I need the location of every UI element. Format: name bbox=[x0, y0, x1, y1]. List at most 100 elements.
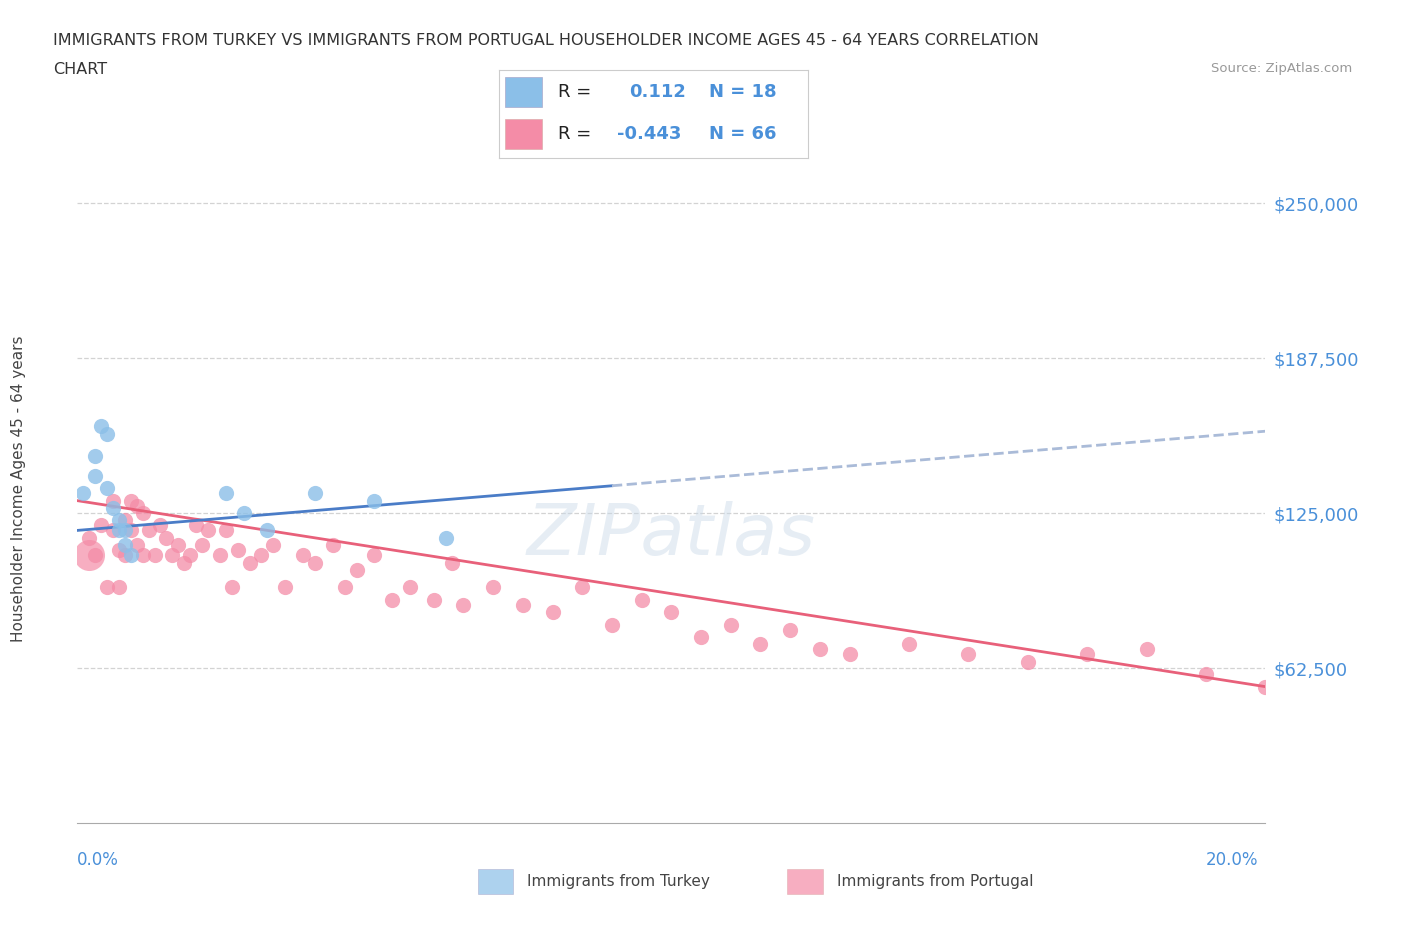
Text: Householder Income Ages 45 - 64 years: Householder Income Ages 45 - 64 years bbox=[11, 335, 25, 642]
Point bbox=[108, 523, 131, 538]
Bar bbox=[505, 119, 543, 150]
Text: 0.0%: 0.0% bbox=[77, 851, 120, 870]
Text: R =: R = bbox=[558, 126, 591, 143]
Point bbox=[114, 513, 136, 528]
Point bbox=[114, 538, 136, 552]
Point bbox=[482, 580, 505, 595]
Text: -0.443: -0.443 bbox=[617, 126, 681, 143]
Point bbox=[77, 548, 100, 563]
Point bbox=[108, 580, 131, 595]
Point bbox=[90, 518, 112, 533]
Point bbox=[155, 530, 177, 545]
Point bbox=[84, 448, 107, 463]
Point bbox=[1076, 647, 1098, 662]
Bar bbox=[505, 77, 543, 107]
Point bbox=[114, 523, 136, 538]
Point bbox=[239, 555, 262, 570]
Point bbox=[1017, 655, 1039, 670]
Point bbox=[125, 538, 148, 552]
Point bbox=[541, 604, 564, 619]
Point bbox=[322, 538, 344, 552]
Point bbox=[96, 481, 118, 496]
Point bbox=[363, 493, 385, 508]
Point bbox=[120, 523, 142, 538]
Point bbox=[838, 647, 860, 662]
Point bbox=[363, 548, 385, 563]
Text: IMMIGRANTS FROM TURKEY VS IMMIGRANTS FROM PORTUGAL HOUSEHOLDER INCOME AGES 45 - : IMMIGRANTS FROM TURKEY VS IMMIGRANTS FRO… bbox=[53, 33, 1039, 47]
Point bbox=[808, 642, 831, 657]
Point bbox=[173, 555, 195, 570]
Point bbox=[1136, 642, 1159, 657]
Point bbox=[571, 580, 593, 595]
Point bbox=[215, 485, 238, 500]
Point bbox=[661, 604, 683, 619]
Point bbox=[630, 592, 652, 607]
Point bbox=[186, 518, 208, 533]
Text: Immigrants from Portugal: Immigrants from Portugal bbox=[837, 873, 1033, 889]
Point bbox=[125, 498, 148, 513]
Point bbox=[399, 580, 422, 595]
Point bbox=[120, 493, 142, 508]
Point bbox=[120, 548, 142, 563]
Point bbox=[131, 548, 153, 563]
Point bbox=[346, 563, 368, 578]
Point bbox=[274, 580, 297, 595]
Point bbox=[333, 580, 356, 595]
Point bbox=[96, 580, 118, 595]
Point bbox=[1254, 679, 1277, 694]
Point bbox=[440, 555, 463, 570]
Text: N = 66: N = 66 bbox=[710, 126, 778, 143]
Point bbox=[197, 523, 219, 538]
Point bbox=[138, 523, 160, 538]
Point bbox=[250, 548, 273, 563]
Point bbox=[72, 485, 94, 500]
Point bbox=[215, 523, 238, 538]
Point bbox=[101, 500, 124, 515]
Point bbox=[779, 622, 801, 637]
Text: 20.0%: 20.0% bbox=[1206, 851, 1258, 870]
Point bbox=[108, 513, 131, 528]
Point bbox=[898, 637, 921, 652]
Point bbox=[162, 548, 184, 563]
Text: Immigrants from Turkey: Immigrants from Turkey bbox=[527, 873, 710, 889]
Point bbox=[512, 597, 534, 612]
Point bbox=[96, 426, 118, 441]
Point bbox=[256, 523, 278, 538]
Text: Source: ZipAtlas.com: Source: ZipAtlas.com bbox=[1212, 62, 1353, 75]
Text: CHART: CHART bbox=[53, 62, 107, 77]
Point bbox=[84, 548, 107, 563]
Point bbox=[453, 597, 475, 612]
Point bbox=[1195, 667, 1218, 682]
Point bbox=[304, 555, 326, 570]
Point bbox=[101, 493, 124, 508]
Point bbox=[720, 618, 742, 632]
Bar bbox=[478, 869, 513, 894]
Point bbox=[749, 637, 772, 652]
Point bbox=[690, 630, 713, 644]
Point bbox=[131, 506, 153, 521]
Point bbox=[226, 543, 249, 558]
Point bbox=[167, 538, 190, 552]
Point bbox=[101, 523, 124, 538]
Point bbox=[77, 530, 100, 545]
Point bbox=[143, 548, 166, 563]
Text: R =: R = bbox=[558, 83, 591, 100]
Point bbox=[149, 518, 172, 533]
Point bbox=[221, 580, 243, 595]
Point bbox=[262, 538, 284, 552]
Point bbox=[434, 530, 457, 545]
Bar bbox=[787, 869, 823, 894]
Point bbox=[84, 469, 107, 484]
Text: ZIPatlas: ZIPatlas bbox=[527, 500, 815, 569]
Text: N = 18: N = 18 bbox=[710, 83, 778, 100]
Point bbox=[108, 543, 131, 558]
Point bbox=[957, 647, 980, 662]
Text: 0.112: 0.112 bbox=[628, 83, 686, 100]
Point bbox=[191, 538, 214, 552]
Point bbox=[381, 592, 404, 607]
Point bbox=[600, 618, 623, 632]
Point bbox=[208, 548, 231, 563]
Point bbox=[232, 506, 254, 521]
Point bbox=[292, 548, 315, 563]
Point bbox=[179, 548, 201, 563]
